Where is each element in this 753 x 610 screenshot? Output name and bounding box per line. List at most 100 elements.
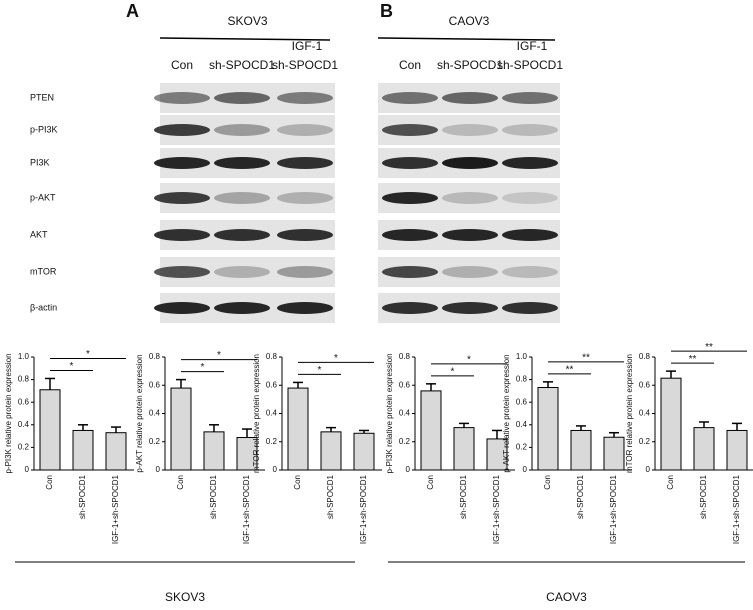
bar (537, 387, 559, 471)
y-tick-label: 0.6 (399, 380, 411, 389)
y-tick-label: 0.8 (18, 375, 30, 384)
bar (287, 387, 309, 471)
bar (320, 431, 342, 471)
blot-band (382, 229, 438, 241)
significance-label: ** (582, 353, 590, 364)
blot-band (154, 124, 210, 136)
blot-band (502, 266, 558, 278)
y-tick-label: 0.8 (399, 352, 411, 361)
blot-band (214, 229, 270, 241)
blot-band (214, 266, 270, 278)
y-tick-label: 1.0 (516, 352, 528, 361)
blot-band (502, 229, 558, 241)
blot-band (442, 192, 498, 204)
lane-label: sh-SPOCD1 (209, 58, 275, 72)
x-tick-label: IGF-1+sh-SPOCD1 (732, 474, 741, 544)
blot-band (277, 266, 333, 278)
blot-band (154, 266, 210, 278)
significance-label: * (467, 354, 471, 365)
x-tick-label: IGF-1+sh-SPOCD1 (111, 474, 120, 544)
blot-band (154, 157, 210, 169)
y-tick-label: 0.6 (18, 397, 30, 406)
blot-band (442, 229, 498, 241)
blot-band (277, 124, 333, 136)
x-tick-label: IGF-1+sh-SPOCD1 (359, 474, 368, 544)
x-tick-label: sh-SPOCD1 (78, 474, 87, 519)
blot-band (277, 192, 333, 204)
blot-band (154, 192, 210, 204)
x-tick-label: Con (543, 475, 552, 490)
protein-label: p-AKT (30, 192, 56, 202)
bar (570, 429, 592, 471)
bar (353, 432, 375, 471)
y-tick-label: 0.6 (266, 380, 278, 389)
blot-band (382, 302, 438, 314)
group-label: SKOV3 (165, 590, 205, 604)
lane-label: Con (171, 58, 193, 72)
blot-band (502, 192, 558, 204)
significance-label: * (70, 361, 74, 372)
y-tick-label: 0 (25, 465, 30, 474)
x-tick-label: IGF-1+sh-SPOCD1 (609, 474, 618, 544)
blot-band (382, 192, 438, 204)
x-tick-label: Con (666, 475, 675, 490)
x-tick-label: sh-SPOCD1 (459, 474, 468, 519)
blot-band (214, 92, 270, 104)
significance-label: ** (566, 365, 574, 376)
y-tick-label: 0.2 (399, 437, 411, 446)
bar (660, 377, 682, 471)
y-axis-label: p-AKT relative protein expression (135, 354, 144, 472)
significance-label: ** (689, 354, 697, 365)
y-tick-label: 0.2 (639, 437, 651, 446)
blot-band (502, 124, 558, 136)
blot-band (442, 266, 498, 278)
y-axis-label: mTOR relative protein expression (625, 354, 634, 473)
y-tick-label: 0.4 (516, 420, 528, 429)
blot-band (277, 229, 333, 241)
y-tick-label: 0.4 (266, 409, 278, 418)
panel-letter: A (126, 1, 139, 21)
protein-label: mTOR (30, 266, 57, 276)
blot-band (502, 157, 558, 169)
blot-band (442, 302, 498, 314)
x-tick-label: Con (293, 475, 302, 490)
significance-label: * (86, 349, 90, 360)
significance-label: * (451, 366, 455, 377)
blot-band (382, 92, 438, 104)
y-axis-label: p-PI3K relative protein expression (4, 353, 13, 473)
y-tick-label: 0.8 (266, 352, 278, 361)
lane-label: sh-SPOCD1 (272, 58, 338, 72)
x-tick-label: sh-SPOCD1 (576, 474, 585, 519)
y-axis-label: p-PI3K relative protein expression (385, 353, 394, 473)
lane-label: sh-SPOCD1 (497, 58, 563, 72)
y-tick-label: 0.2 (266, 437, 278, 446)
lane-label: Con (399, 58, 421, 72)
y-tick-label: 0 (646, 465, 651, 474)
blot-band (214, 302, 270, 314)
blot-band (154, 92, 210, 104)
y-tick-label: 0 (523, 465, 528, 474)
bar (170, 387, 192, 471)
y-tick-label: 0.8 (149, 352, 161, 361)
y-tick-label: 0.4 (149, 409, 161, 418)
blot-band (502, 92, 558, 104)
y-tick-label: 0.8 (639, 352, 651, 361)
blot-band (502, 302, 558, 314)
y-tick-label: 0.2 (516, 443, 528, 452)
y-tick-label: 0.2 (149, 437, 161, 446)
blot-band (214, 157, 270, 169)
y-tick-label: 0.4 (639, 409, 651, 418)
y-tick-label: 0 (406, 465, 411, 474)
y-tick-label: 0.4 (18, 420, 30, 429)
protein-label: p-PI3K (30, 124, 58, 134)
significance-label: * (217, 350, 221, 361)
cell-line: CAOV3 (449, 14, 490, 28)
bar (453, 427, 475, 471)
x-tick-label: IGF-1+sh-SPOCD1 (492, 474, 501, 544)
blot-band (277, 302, 333, 314)
blot-band (154, 229, 210, 241)
x-tick-label: Con (45, 475, 54, 490)
lane-prefix: IGF-1 (517, 39, 548, 53)
blot-band (382, 124, 438, 136)
